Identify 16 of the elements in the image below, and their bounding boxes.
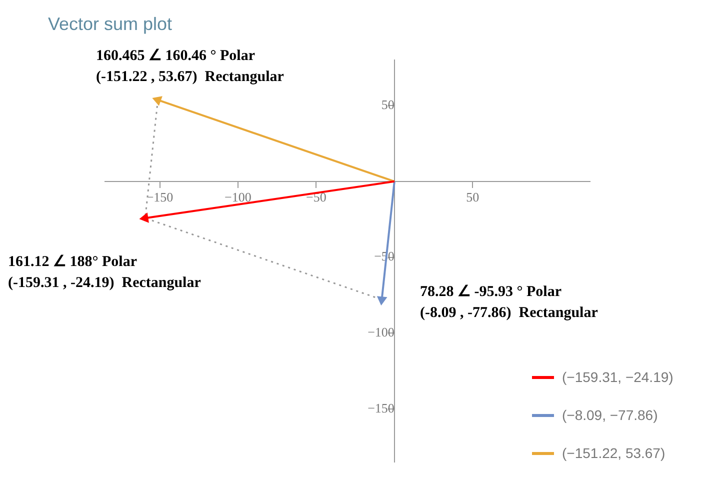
y-tick-label: 50: [381, 96, 394, 112]
x-tick-label: −100: [224, 190, 252, 205]
legend-label: (−151.22, 53.67): [562, 445, 666, 461]
y-tick-label: −150: [368, 400, 394, 416]
annotation: 161.12 ∠ 188° Polar: [8, 253, 137, 271]
chart-title: Vector sum plot: [48, 14, 172, 35]
annotation: 160.465 ∠ 160.46 ° Polar: [96, 47, 255, 65]
legend-label: (−8.09, −77.86): [562, 407, 658, 423]
annotation: 78.28 ∠ -95.93 ° Polar: [420, 283, 562, 301]
annotation: (-8.09 , -77.86) Rectangular: [420, 305, 598, 322]
y-tick-label: −100: [368, 324, 394, 340]
x-tick-label: −150: [146, 190, 174, 205]
legend-label: (−159.31, −24.19): [562, 369, 674, 385]
annotation: (-151.22 , 53.67) Rectangular: [96, 69, 284, 86]
annotation: (-159.31 , -24.19) Rectangular: [8, 275, 201, 292]
x-tick-label: 50: [466, 190, 480, 205]
